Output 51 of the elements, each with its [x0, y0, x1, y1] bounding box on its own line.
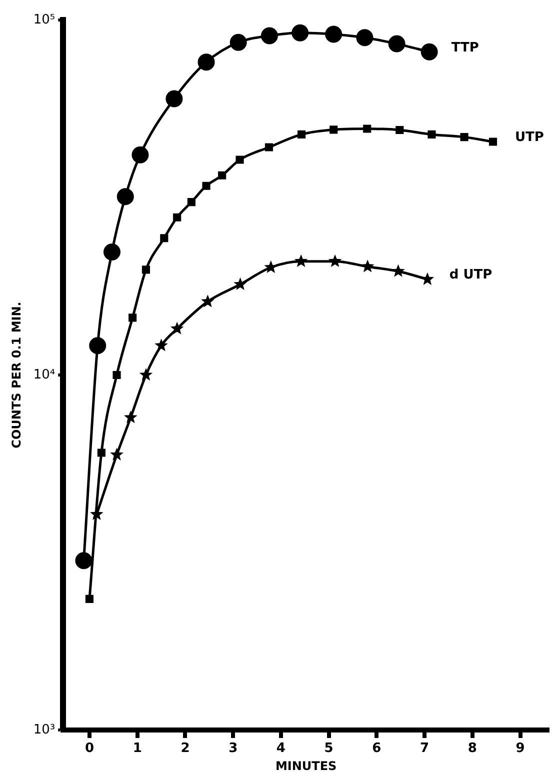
- point: [116, 188, 134, 206]
- point: [297, 130, 306, 138]
- point: [89, 337, 106, 354]
- point: [75, 552, 92, 570]
- x-tick-label: 7: [420, 741, 430, 756]
- point: [202, 182, 210, 190]
- point: [420, 43, 438, 60]
- point: [236, 156, 244, 164]
- point: [112, 370, 121, 380]
- point: [428, 130, 436, 138]
- point: [103, 244, 120, 261]
- x-tick-label: 3: [228, 741, 238, 756]
- point: [173, 213, 182, 222]
- point: [264, 143, 274, 152]
- point: [260, 27, 278, 44]
- point: [460, 133, 468, 142]
- y-tick-label: 10⁴: [33, 367, 56, 382]
- point: [218, 171, 226, 180]
- x-tick-label: 8: [468, 741, 477, 756]
- point: [85, 594, 94, 603]
- x-tick-label: 2: [180, 741, 190, 756]
- x-tick-label: 1: [132, 741, 142, 756]
- point: [388, 35, 406, 52]
- point: [166, 90, 183, 108]
- x-tick-label: 4: [276, 741, 286, 756]
- point: [128, 314, 137, 322]
- point: [142, 266, 150, 274]
- point: [363, 124, 372, 133]
- x-tick-label: 0: [84, 741, 94, 756]
- point: [97, 448, 106, 457]
- y-tick-label: 10⁵: [33, 12, 56, 28]
- x-axis-title: MINUTES: [275, 758, 337, 773]
- point: [488, 138, 498, 146]
- y-tick-label: 10³: [33, 722, 56, 738]
- series-label: d UTP: [449, 268, 492, 283]
- point: [230, 34, 247, 51]
- x-tick-label: 9: [516, 741, 525, 756]
- point: [292, 24, 309, 42]
- y-axis-title: COUNTS PER 0.1 MIN.: [9, 302, 24, 448]
- point: [132, 146, 149, 164]
- point: [396, 126, 404, 134]
- x-tick-label: 5: [324, 741, 334, 756]
- point: [198, 54, 215, 71]
- series-label: UTP: [514, 130, 544, 146]
- x-tick-label: 6: [372, 741, 382, 756]
- series-label: TTP: [451, 40, 479, 56]
- point: [330, 126, 338, 134]
- point: [187, 198, 196, 206]
- point: [325, 26, 342, 43]
- point: [356, 29, 374, 46]
- point: [160, 234, 168, 242]
